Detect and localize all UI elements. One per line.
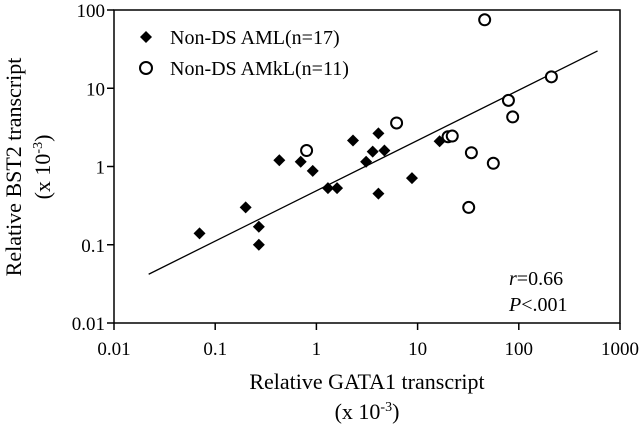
y-axis-ticks: 0.01 0.1 1 10 100: [72, 1, 114, 335]
x-tick-label: 0.1: [203, 339, 227, 360]
aml-diamond-marker: [347, 134, 360, 147]
y-tick-label: 0.1: [81, 236, 105, 257]
legend: Non-DS AML(n=17) Non-DS AMkL(n=11): [139, 27, 349, 80]
legend-circle-icon: [139, 61, 153, 75]
aml-diamond-marker: [306, 164, 319, 177]
x-axis-unit: (x 10-3): [335, 399, 400, 424]
amkl-circle-marker: [478, 13, 492, 27]
y-tick-label: 0.01: [72, 314, 105, 335]
legend-label-aml: Non-DS AML(n=17): [170, 27, 340, 49]
amkl-circle-marker: [464, 146, 478, 160]
y-axis-title: Relative BST2 transcript: [1, 58, 26, 277]
x-tick-label: 10: [408, 339, 427, 360]
aml-diamond-marker: [294, 155, 307, 168]
x-tick-label: 100: [505, 339, 534, 360]
amkl-circle-marker: [462, 200, 476, 214]
aml-diamond-marker: [239, 201, 252, 214]
x-tick-label: 1: [312, 339, 322, 360]
amkl-circle-marker: [390, 116, 404, 130]
aml-diamond-marker: [360, 155, 373, 168]
aml-diamond-marker: [378, 144, 391, 157]
aml-diamond-marker: [321, 182, 334, 195]
legend-diamond-icon: [140, 31, 152, 43]
amkl-circle-marker: [300, 144, 314, 158]
amkl-circle-marker: [544, 70, 558, 84]
aml-diamond-marker: [405, 172, 418, 185]
p-value-annotation: P<.001: [508, 294, 568, 316]
correlation-annotation: r=0.66: [509, 268, 563, 290]
aml-diamond-marker: [372, 187, 385, 200]
legend-label-amkl: Non-DS AMkL(n=11): [170, 58, 349, 80]
amkl-circle-marker: [486, 156, 500, 170]
aml-diamond-marker: [252, 220, 265, 233]
amkl-circle-marker: [506, 110, 520, 124]
aml-diamond-marker: [366, 145, 379, 158]
y-axis-unit: (x 10-3): [30, 135, 55, 200]
amkl-circle-marker: [501, 93, 515, 107]
aml-diamond-marker: [372, 127, 385, 140]
data-markers: [193, 13, 558, 251]
y-tick-label: 100: [77, 1, 106, 22]
regression-line: [148, 50, 598, 275]
amkl-circle-marker: [445, 129, 459, 143]
x-axis-ticks: 0.01 0.1 1 10 100 1000: [97, 323, 639, 360]
aml-diamond-marker: [331, 182, 344, 195]
y-tick-label: 10: [86, 79, 105, 100]
aml-diamond-marker: [273, 154, 286, 167]
y-tick-label: 1: [96, 158, 106, 179]
x-tick-label: 1000: [601, 339, 639, 360]
aml-diamond-marker: [252, 238, 265, 251]
x-axis-title: Relative GATA1 transcript: [249, 369, 484, 394]
aml-diamond-marker: [193, 227, 206, 240]
x-tick-label: 0.01: [97, 339, 130, 360]
